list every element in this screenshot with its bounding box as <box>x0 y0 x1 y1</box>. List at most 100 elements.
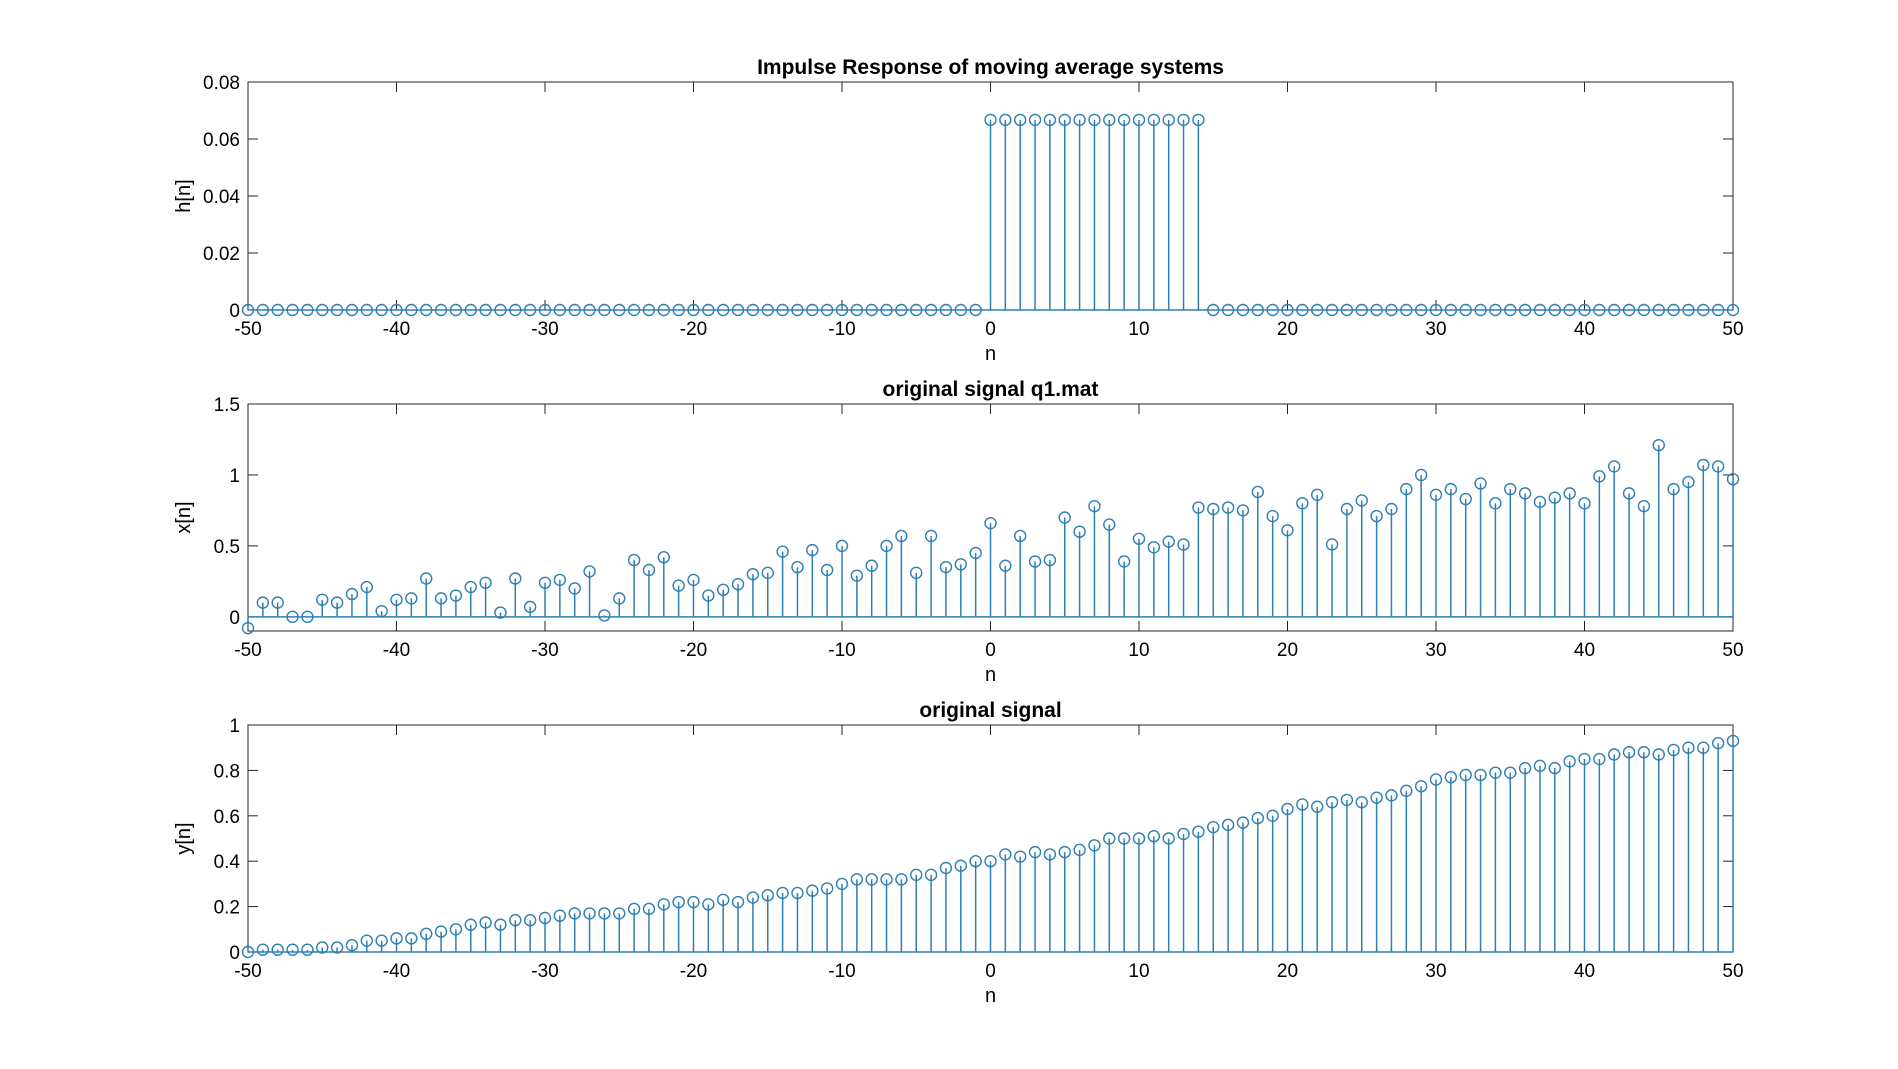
stem-marker <box>717 893 730 906</box>
stem-point <box>1132 532 1146 617</box>
stem-marker <box>583 907 596 920</box>
stem-marker <box>1251 485 1265 499</box>
stem-point <box>241 303 255 317</box>
stem-marker <box>330 941 344 954</box>
stem-point <box>271 596 284 617</box>
stem-point <box>390 303 403 317</box>
stem-marker <box>405 932 418 945</box>
stem-marker <box>731 577 745 591</box>
stem-marker <box>1043 848 1057 861</box>
stem-marker <box>969 546 982 560</box>
chart-title: Impulse Response of moving average syste… <box>757 56 1224 79</box>
stem-point <box>613 303 626 317</box>
stem-marker <box>895 873 908 886</box>
stem-point <box>1147 113 1161 310</box>
stem-point <box>924 868 938 952</box>
stem-marker <box>1593 752 1606 766</box>
stem-marker <box>1726 734 1740 748</box>
stem-point <box>984 855 997 952</box>
stem-point <box>1607 303 1621 317</box>
stem-marker <box>1563 487 1576 500</box>
stem-marker <box>1177 538 1190 551</box>
stem-point <box>1504 482 1517 617</box>
stem-point <box>1236 303 1250 317</box>
stem-marker <box>1207 303 1220 317</box>
stem-point <box>969 855 982 952</box>
stem-point <box>613 907 626 952</box>
stem-point <box>1414 780 1428 952</box>
stem-marker <box>1518 487 1532 500</box>
stem-point <box>895 303 908 317</box>
stem-marker <box>776 303 789 317</box>
stem-marker <box>1667 482 1680 496</box>
stem-point <box>1221 303 1235 317</box>
stem-point <box>702 303 715 317</box>
y-tick-label: 1 <box>229 466 240 487</box>
stem-point <box>1607 460 1621 617</box>
stem-marker <box>494 918 507 931</box>
stem-marker <box>1296 303 1309 317</box>
x-tick-label: 20 <box>1277 961 1298 982</box>
stem-point <box>687 895 700 952</box>
stem-point <box>1340 793 1354 952</box>
stem-marker <box>1103 518 1116 531</box>
stem-point <box>1088 113 1101 310</box>
y-tick-label: 0.02 <box>203 244 240 265</box>
stem-point <box>345 303 359 317</box>
stem-marker <box>1414 780 1428 793</box>
stem-point <box>880 303 893 317</box>
stem-marker <box>1073 525 1086 538</box>
stem-point <box>1132 832 1146 952</box>
chart-title: original signal <box>919 699 1061 722</box>
stem-marker <box>523 600 537 614</box>
stem-point <box>1355 303 1368 317</box>
stem-marker <box>717 583 730 597</box>
stem-series <box>241 113 1740 317</box>
stem-marker <box>776 886 789 900</box>
stem-point <box>1474 303 1487 317</box>
stem-marker <box>924 303 938 317</box>
x-tick-label: -50 <box>234 640 261 661</box>
stem-marker <box>1103 832 1116 845</box>
stem-marker <box>330 303 344 317</box>
stem-marker <box>1637 303 1651 317</box>
stem-point <box>1459 768 1472 952</box>
stem-point <box>1028 845 1042 952</box>
stem-marker <box>1548 761 1562 775</box>
stem-marker <box>301 943 314 956</box>
stem-marker <box>494 606 507 619</box>
stem-marker <box>1682 741 1695 754</box>
stem-marker <box>1444 771 1458 784</box>
stem-marker <box>761 889 774 902</box>
stem-marker <box>1711 303 1725 317</box>
stem-marker <box>999 559 1012 572</box>
x-tick-label: 0 <box>985 640 996 661</box>
stem-point <box>494 918 507 952</box>
stem-marker <box>969 855 982 868</box>
stem-point <box>1518 303 1532 317</box>
stem-marker <box>1474 477 1487 490</box>
stem-point <box>672 579 685 617</box>
stem-point <box>1088 499 1101 617</box>
stem-marker <box>598 609 611 622</box>
stem-marker <box>1667 303 1680 317</box>
stem-marker <box>865 303 878 317</box>
stem-point <box>820 882 834 952</box>
stem-marker <box>1014 529 1027 543</box>
stem-marker <box>1043 113 1057 127</box>
stem-marker <box>286 610 299 624</box>
stem-marker <box>1711 736 1725 750</box>
stem-point <box>1370 791 1383 952</box>
stem-marker <box>1221 501 1235 514</box>
stem-point <box>1296 497 1309 617</box>
stem-marker <box>583 303 596 317</box>
stem-point <box>1207 303 1220 317</box>
stem-marker <box>1132 832 1146 845</box>
stem-point <box>360 580 373 617</box>
stem-marker <box>1310 303 1324 317</box>
stem-point <box>301 943 314 956</box>
stem-point <box>731 577 745 617</box>
stem-point <box>880 873 893 952</box>
stem-point <box>1073 113 1086 310</box>
subplot-2: -50 -40 -30 -20 -10 0 10 20 30 40 50 0 0.5 1 1.5 origin… <box>173 378 1744 686</box>
